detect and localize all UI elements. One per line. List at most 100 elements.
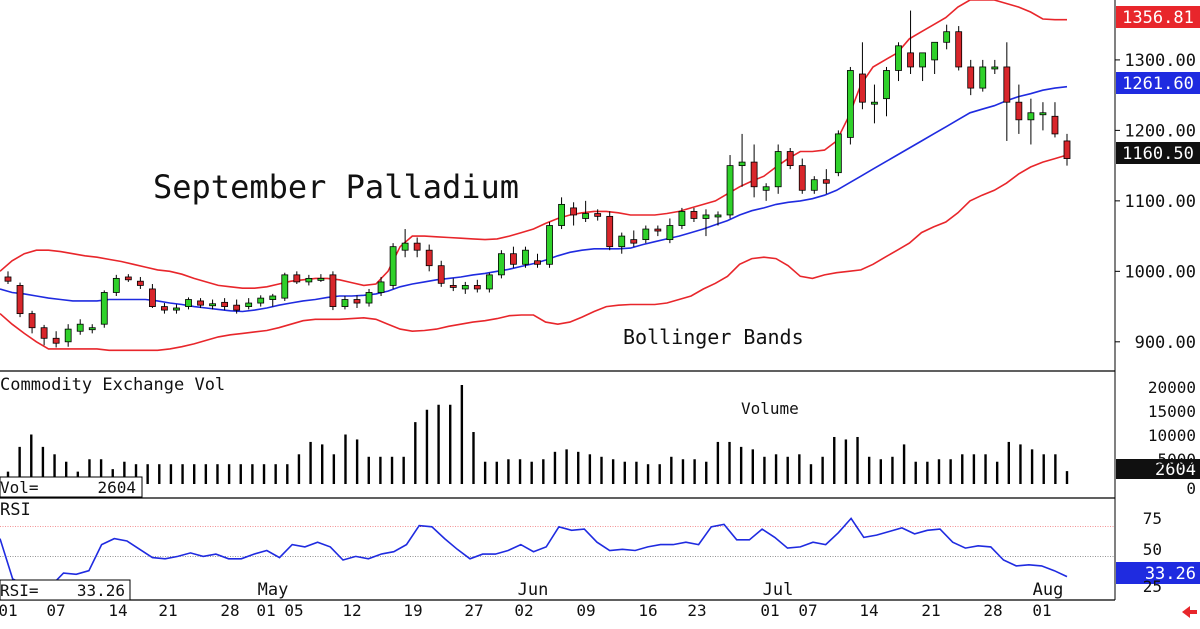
candle: [690, 207, 698, 222]
candle: [353, 295, 361, 308]
candle: [931, 41, 939, 74]
candle-body: [1015, 101, 1023, 121]
candle-body: [76, 323, 84, 332]
candle: [871, 84, 878, 124]
candle-body: [52, 337, 60, 344]
candle: [401, 229, 409, 258]
candle-body: [473, 285, 481, 290]
candle: [606, 211, 614, 251]
date-label: 28: [220, 601, 239, 620]
candle: [522, 246, 529, 268]
candle-body: [822, 179, 830, 184]
candle-body: [124, 276, 132, 281]
candle-body: [497, 253, 505, 276]
rsi-tick-25: 25: [1143, 577, 1162, 596]
candle-body: [630, 239, 638, 244]
candle: [281, 272, 289, 301]
candle-body: [919, 52, 926, 68]
candle: [1015, 84, 1023, 134]
candle-body: [233, 304, 241, 311]
rsi-tick-50: 50: [1143, 540, 1162, 559]
candle: [76, 319, 84, 335]
candle: [786, 148, 794, 170]
candle: [883, 66, 890, 117]
candle: [377, 276, 385, 296]
volume-tick-10000: 10000: [1148, 426, 1196, 445]
candle: [570, 202, 578, 226]
candle-body: [907, 52, 914, 68]
candle-body: [365, 292, 373, 304]
candle-body: [774, 151, 782, 188]
rsi-badge-text: 33.26: [1145, 564, 1196, 584]
candle: [750, 144, 758, 198]
candle-body: [161, 306, 168, 311]
candle: [642, 225, 650, 244]
date-label: 07: [46, 601, 65, 620]
candle-body: [582, 213, 590, 219]
candle: [341, 296, 349, 310]
candle-body: [305, 277, 313, 283]
candle: [136, 276, 144, 289]
candle-body: [437, 265, 445, 284]
date-label: 02: [514, 601, 533, 620]
candle: [185, 297, 192, 310]
rsi-panel: [0, 517, 1115, 587]
candle-body: [28, 313, 36, 329]
candle-body: [413, 242, 421, 251]
candle: [510, 246, 517, 268]
rsi-tick-75: 75: [1143, 509, 1162, 528]
candle: [329, 271, 337, 311]
candle: [305, 274, 313, 286]
candle: [40, 324, 48, 346]
candle-body: [64, 328, 72, 343]
bollinger-lower-line: [0, 154, 1068, 352]
rsi-readout-box: [0, 579, 131, 601]
last-price-badge-text: 1160.50: [1122, 144, 1194, 164]
candle: [1027, 98, 1035, 145]
candle-body: [618, 235, 626, 248]
middle-band-badge-text: 1261.60: [1122, 74, 1194, 94]
candle: [233, 299, 241, 314]
month-label-may: May: [258, 580, 289, 600]
volume-tick-0: 0: [1186, 479, 1196, 498]
price-tick-label: 900.00: [1135, 333, 1196, 353]
candle-body: [558, 203, 565, 226]
candle: [269, 293, 277, 307]
middle-band-badge: [1116, 72, 1200, 94]
candle-body: [136, 280, 144, 286]
candle: [979, 59, 987, 92]
candle: [1003, 42, 1011, 141]
candle-body: [943, 31, 951, 43]
date-label: 05: [284, 601, 303, 620]
candle-body: [341, 299, 349, 307]
candle: [365, 288, 373, 307]
candle: [161, 303, 168, 314]
candle-body: [534, 260, 541, 265]
volume-tick-5000: 5000: [1157, 450, 1196, 469]
candle-body: [642, 228, 650, 241]
candle-body: [690, 211, 698, 219]
candle: [618, 232, 626, 254]
month-axis: May Jun Jul Aug: [258, 580, 1064, 600]
candle: [834, 130, 842, 177]
candle-body: [702, 214, 710, 219]
candle-body: [955, 31, 963, 68]
candle: [630, 230, 638, 247]
candle-body: [197, 300, 204, 306]
candle-body: [810, 179, 818, 191]
candle-body: [185, 299, 192, 307]
scroll-arrow-icon[interactable]: [1182, 606, 1197, 618]
candle: [955, 26, 963, 71]
candle-body: [786, 151, 794, 167]
candle: [714, 211, 722, 226]
candle-body: [594, 213, 602, 217]
candle-body: [377, 281, 385, 293]
date-label: 01: [256, 601, 275, 620]
candle-body: [245, 302, 253, 307]
candle: [52, 331, 60, 348]
candle: [221, 298, 229, 311]
candle-body: [522, 249, 529, 265]
candle: [209, 299, 216, 310]
date-label: 14: [859, 601, 878, 620]
month-label-jul: Jul: [763, 580, 794, 600]
